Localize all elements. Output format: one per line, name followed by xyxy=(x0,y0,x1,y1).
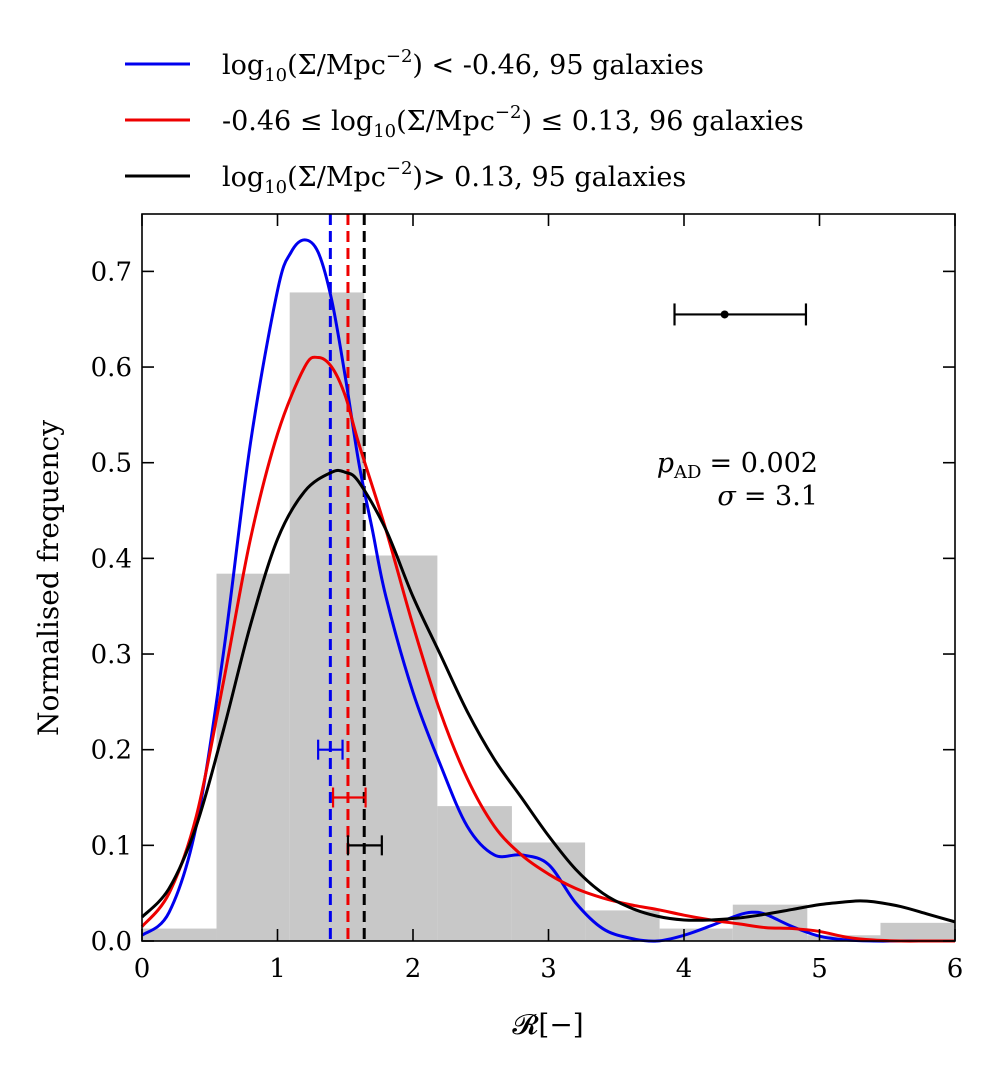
legend-mid-sub: 10 xyxy=(373,121,396,142)
x-tick-label-4: 4 xyxy=(676,954,693,984)
x-tick-label-6: 6 xyxy=(947,954,964,984)
p-value: = 0.002 xyxy=(709,448,818,479)
legend-label-mid-density: -0.46 ≤ log10(Σ/Mpc−2) ≤ 0.13, 96 galaxi… xyxy=(222,102,804,142)
legend-high-sub: 10 xyxy=(264,177,287,198)
median-errorbars xyxy=(317,739,383,856)
kde-curve-low-density xyxy=(141,238,955,943)
histogram-bar-4 xyxy=(437,806,512,941)
y-tick-label-0.6: 0.6 xyxy=(91,353,132,383)
histogram-bar-0 xyxy=(142,928,217,941)
y-tick-label-0.3: 0.3 xyxy=(91,640,132,670)
x-tick-label-0: 0 xyxy=(134,954,151,984)
histogram-bar-3 xyxy=(364,555,438,941)
histogram-bar-1 xyxy=(216,573,290,941)
legend-mid-tail: ) ≤ 0.13, 96 galaxies xyxy=(521,106,803,137)
histogram-bar-10 xyxy=(880,922,955,941)
y-tick-label-0.4: 0.4 xyxy=(91,544,132,574)
legend-low-sup: −2 xyxy=(386,46,413,67)
legend-high-main: log xyxy=(222,162,264,193)
x-axis-label: 𝓡[−] xyxy=(512,1008,583,1041)
legend-low-tail: ) < -0.46, 95 galaxies xyxy=(412,50,703,81)
kde-curve-mid-density xyxy=(140,355,955,943)
kde-curve-high-density xyxy=(140,468,956,924)
axis-ticks xyxy=(141,214,956,942)
y-tick-label-0.2: 0.2 xyxy=(91,736,132,766)
histogram-bar-8 xyxy=(732,904,808,941)
p-symbol: p xyxy=(657,448,674,479)
legend-high-sup: −2 xyxy=(386,158,413,179)
x-tick-labels: 0 1 2 3 4 5 6 xyxy=(134,954,964,984)
legend-mid-sup: −2 xyxy=(495,102,522,123)
y-tick-label-0.7: 0.7 xyxy=(91,257,132,287)
x-tick-label-1: 1 xyxy=(269,954,286,984)
legend-mid-main: -0.46 ≤ log xyxy=(222,106,373,137)
x-tick-label-2: 2 xyxy=(405,954,422,984)
legend-high-paren: (Σ/Mpc xyxy=(287,162,386,193)
y-tick-label-0.1: 0.1 xyxy=(91,831,132,861)
legend-label-high-density: log10(Σ/Mpc−2)> 0.13, 95 galaxies xyxy=(222,158,686,198)
kde-curves xyxy=(140,238,956,943)
legend: log10(Σ/Mpc−2) < -0.46, 95 galaxies -0.4… xyxy=(125,46,804,198)
legend-high-tail: )> 0.13, 95 galaxies xyxy=(412,162,686,193)
sigma-annotation: σ = 3.1 xyxy=(717,481,818,512)
legend-low-paren: (Σ/Mpc xyxy=(287,50,386,81)
y-tick-label-0.5: 0.5 xyxy=(91,449,132,479)
reference-errorbar xyxy=(673,303,808,326)
legend-mid-paren: (Σ/Mpc xyxy=(396,106,495,137)
legend-low-sub: 10 xyxy=(264,65,287,86)
y-axis-label: Normalised frequency xyxy=(32,420,65,736)
y-tick-labels: 0.0 0.1 0.2 0.3 0.4 0.5 0.6 0.7 xyxy=(91,257,132,957)
median-lines xyxy=(328,214,366,941)
histogram-bar-2 xyxy=(289,292,365,942)
p-ad-annotation: pAD = 0.002 xyxy=(657,448,818,483)
p-subscript: AD xyxy=(673,462,701,483)
sigma-value: = 3.1 xyxy=(744,481,818,512)
annotation: pAD = 0.002 σ = 3.1 xyxy=(657,448,818,512)
y-tick-label-0: 0.0 xyxy=(91,927,132,957)
x-tick-label-3: 3 xyxy=(540,954,557,984)
legend-low-main: log xyxy=(222,50,264,81)
reference-errorbar-point xyxy=(720,310,729,319)
histogram-bars xyxy=(142,292,955,942)
sigma-symbol: σ xyxy=(717,481,737,512)
legend-label-low-density: log10(Σ/Mpc−2) < -0.46, 95 galaxies xyxy=(222,46,704,86)
x-tick-label-5: 5 xyxy=(811,954,828,984)
